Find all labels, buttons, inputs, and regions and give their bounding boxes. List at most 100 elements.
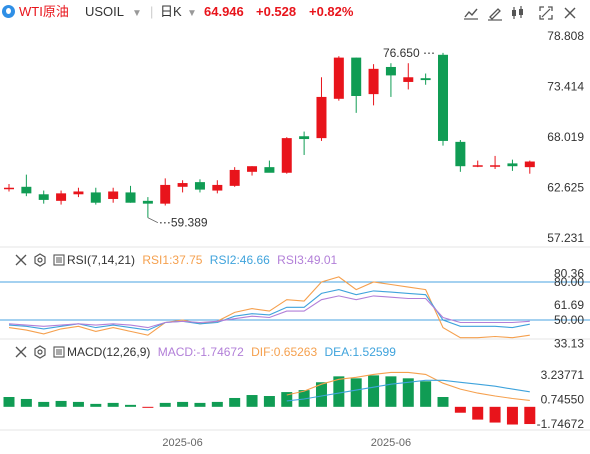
candle-body (507, 163, 518, 167)
macd-bar (142, 406, 154, 408)
macd-bar (125, 404, 137, 407)
candle-body (108, 191, 119, 199)
line-chart-icon[interactable] (462, 4, 480, 22)
rsi3-line (8, 295, 530, 329)
macd-bar (489, 406, 501, 423)
date-axis-label: 2025-06 (371, 437, 411, 449)
price-axis-label: 57.231 (547, 231, 584, 245)
price-chart[interactable]: 76.650 ⋯ ⋯59.389 78.808 73.414 68.019 62.625 5… (0, 26, 590, 454)
macd-bar (55, 400, 67, 407)
macd-bar (38, 401, 50, 407)
macd-info-icon[interactable] (52, 345, 66, 359)
candle-body (38, 194, 49, 200)
chart-grid (0, 246, 590, 431)
candle-body (264, 167, 275, 173)
candle-body (524, 161, 535, 168)
macd-bar (107, 402, 119, 407)
macd-bar (211, 401, 223, 407)
price-axis-label: 68.019 (547, 130, 584, 144)
header-divider: | (150, 4, 154, 19)
price-change-percent: +0.82% (309, 4, 354, 19)
macd-bar (3, 396, 15, 407)
fullscreen-icon[interactable] (537, 4, 555, 22)
macd-bar (506, 406, 518, 425)
high-price-marker: 76.650 ⋯ (383, 46, 435, 60)
macd-settings-gear-icon[interactable] (33, 345, 47, 359)
candle-body (368, 68, 379, 95)
macd-axis-label: 3.23771 (541, 368, 585, 382)
period-dropdown-icon[interactable]: ▼ (187, 8, 197, 19)
candle-body (56, 193, 67, 201)
macd-bar (72, 401, 84, 407)
macd-bar (368, 375, 380, 407)
dea-value: DEA:1.52599 (324, 345, 396, 359)
candle-body (472, 165, 483, 167)
macd-bar (437, 396, 449, 407)
price-axis-label: 78.808 (547, 29, 584, 43)
close-icon[interactable] (561, 4, 579, 22)
dif-value: DIF:0.65263 (251, 345, 318, 359)
rsi2-line (8, 289, 530, 331)
rsi-title: RSI(7,14,21) (67, 253, 136, 267)
rsi1-line (8, 276, 530, 339)
macd-bar (159, 402, 171, 407)
symbol-dropdown-icon[interactable]: ▼ (132, 8, 142, 19)
candle-body (455, 141, 466, 167)
price-axis-label: 62.625 (547, 181, 584, 195)
chart-header: WTI原油 USOIL ▼ | 日K ▼ 64.946 +0.528 +0.82… (0, 0, 590, 26)
macd-histogram (3, 375, 536, 425)
macd-bar (420, 381, 432, 407)
rsi2-value: RSI2:46.66 (209, 253, 270, 267)
period-selector[interactable]: 日K (160, 4, 182, 19)
low-marker-leader (147, 217, 159, 224)
candle-body (333, 57, 344, 99)
macd-bar (385, 376, 397, 407)
rsi-axis-label: 80.36 (554, 267, 584, 281)
macd-bar (472, 406, 484, 420)
candle-body (177, 183, 188, 187)
candlestick-series (4, 52, 535, 218)
candle-body (247, 166, 258, 172)
price-change: +0.528 (256, 4, 297, 19)
symbol-name[interactable]: WTI原油 (19, 4, 69, 19)
macd-bar (333, 376, 345, 407)
rsi-legend: RSI(7,14,21) RSI1:37.75 RSI2:46.66 RSI3:… (67, 253, 341, 267)
macd-bar (454, 406, 466, 413)
dea-line (286, 379, 530, 402)
candle-body (351, 57, 362, 96)
candle-body (316, 96, 327, 139)
macd-bar (315, 382, 327, 407)
symbol-code[interactable]: USOIL (85, 4, 125, 19)
macd-bar (402, 378, 414, 407)
rsi-settings-gear-icon[interactable] (33, 253, 47, 267)
current-price: 64.946 (204, 4, 244, 19)
macd-bar (20, 398, 32, 407)
candle-body (90, 192, 101, 203)
candle-body (125, 192, 136, 203)
candle-body (299, 136, 310, 140)
low-price-marker: ⋯59.389 (159, 216, 208, 230)
macd-bar (263, 396, 275, 407)
rsi-info-icon[interactable] (52, 253, 66, 267)
rsi-axis-label: 50.00 (554, 313, 584, 327)
macd-lines (286, 371, 530, 402)
date-axis-label: 2025-06 (162, 437, 202, 449)
candle-body (142, 200, 153, 204)
macd-axis-label: -1.74672 (537, 417, 585, 431)
macd-bar (90, 403, 102, 407)
hide-rsi-icon[interactable] (14, 253, 28, 267)
axis-labels: 76.650 ⋯ ⋯59.389 78.808 73.414 68.019 62.625 5… (147, 29, 585, 449)
macd-bar (229, 397, 241, 407)
candlestick-icon[interactable] (509, 4, 527, 22)
rsi-axis-label: 33.13 (554, 336, 584, 350)
candle-body (229, 169, 240, 186)
pen-icon[interactable] (486, 4, 504, 22)
candle-body (385, 66, 396, 76)
symbol-logo-icon (2, 5, 15, 18)
macd-axis-label: 0.74550 (541, 392, 585, 406)
macd-legend: MACD(12,26,9) MACD:-1.74672 DIF:0.65263 … (67, 345, 400, 359)
macd-bar (177, 401, 189, 407)
hide-macd-icon[interactable] (14, 345, 28, 359)
rsi-axis-label: 61.69 (554, 298, 584, 312)
candle-body (438, 54, 448, 141)
